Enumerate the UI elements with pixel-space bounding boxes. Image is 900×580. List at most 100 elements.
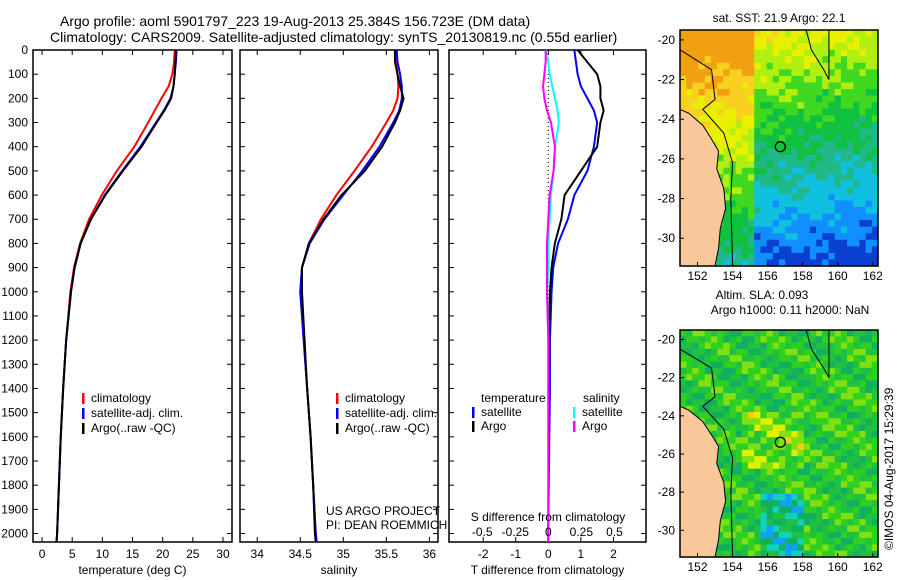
map-cell [834,180,842,188]
map-cell [741,355,749,363]
map-cell [847,411,854,419]
map-cell [772,367,780,375]
diff-line-3 [542,50,556,542]
map-cell [729,213,737,221]
y-tick-label: 300 [8,116,28,130]
map-cell [791,141,799,149]
map-cell [785,102,792,110]
map-cell [680,30,687,38]
map-cell [766,544,774,552]
map-cell [803,141,811,149]
map-cell [754,167,762,175]
map-cell [803,193,811,202]
map-cell [766,399,774,407]
map-cell [754,393,762,400]
map-cell [686,95,693,103]
map-cell [785,538,792,545]
map-cell [779,207,786,215]
map-cell [828,154,836,162]
map-cell [840,437,848,445]
map-cell [840,121,848,129]
map-cell [847,399,854,407]
map-cell [741,525,749,533]
map-cell [717,62,724,70]
map-cell [723,134,731,143]
map-cell [772,259,780,267]
map-cell [840,148,848,156]
map-cell [717,75,724,84]
map-cell [871,246,879,254]
map-cell [828,174,836,182]
map-cell [779,213,786,221]
map-cell [741,380,749,388]
map-cell [760,405,768,413]
map-cell [785,525,792,533]
map-cell [779,49,786,57]
map-cell [723,481,731,489]
map-cell [828,393,836,400]
map-cell [834,75,842,84]
map-cell [803,506,811,514]
map-cell [735,161,743,169]
map-cell [717,380,724,388]
map-cell [828,30,836,38]
map-cell [859,180,867,188]
map-cell [791,75,799,84]
map-cell [748,207,755,215]
map-cell [797,95,805,103]
map-cell [840,82,848,90]
map-cell [828,36,836,44]
map-cell [754,424,762,432]
map-cell [840,43,848,51]
map-cell [865,246,873,254]
map-cell [754,380,762,388]
map-cell [779,69,786,77]
map-cell [735,36,743,44]
map-cell [865,506,873,514]
map-cell [834,430,842,438]
map-cell [853,430,861,438]
map-cell [834,121,842,129]
x-tick-label: -2 [478,547,489,561]
map-cell [735,226,743,234]
map-cell [834,102,842,110]
map-cell [748,367,755,375]
map-cell [710,374,718,382]
map-cell [710,405,718,413]
map-cell [797,56,805,64]
map-cell [859,30,867,38]
map-cell [865,468,873,476]
map-cell [754,443,762,451]
map-cell [828,411,836,419]
map-cell [785,89,792,97]
map-cell [797,418,805,426]
map-cell [723,174,731,182]
map-cell [766,128,774,136]
map-cell [871,506,879,514]
map-cell [809,43,817,51]
map-cell [772,481,780,489]
map-cell [847,167,854,175]
map-cell [754,411,762,419]
map-cell [748,102,755,110]
map-cell [760,367,768,375]
map-cell [859,69,867,77]
map-cell [816,519,823,527]
map-cell [748,374,755,382]
map-cell [828,69,836,77]
map-cell [741,500,749,508]
map-cell [865,128,873,136]
map-cell [816,342,823,350]
map-cell [772,239,780,247]
map-cell [779,493,786,501]
map-cell [698,43,706,51]
map-cell [772,121,780,129]
map-cell [772,525,780,533]
map-cell [748,437,755,445]
map-cell [704,89,712,97]
map-cell [809,213,817,221]
map-cell [816,174,823,182]
map-cell [859,550,867,558]
map-cell [847,82,854,90]
x2-label: S difference from climatology [471,510,626,524]
